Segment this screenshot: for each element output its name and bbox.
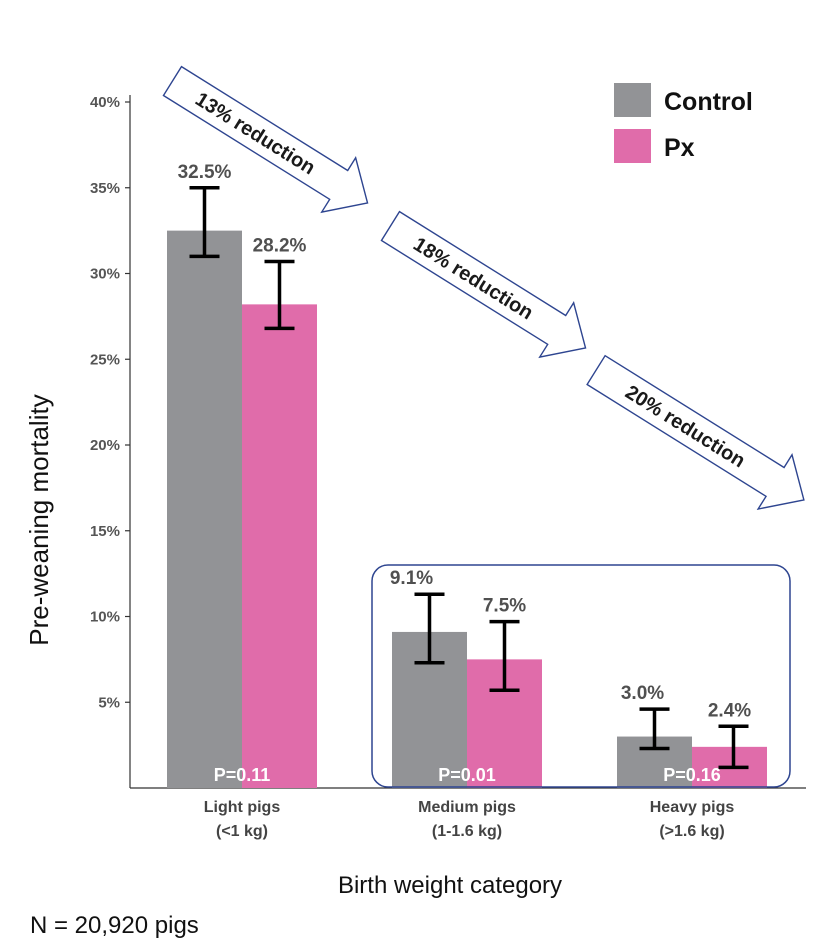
y-tick-label: 10% (90, 609, 120, 626)
x-tick-label: Medium pigs (418, 799, 516, 816)
arrow-shape (586, 354, 805, 511)
p-value-label: P=0.16 (663, 765, 721, 785)
arrow-shape (380, 210, 587, 359)
legend-label: Px (664, 134, 695, 162)
legend-swatch (614, 129, 651, 163)
p-value-label: P=0.01 (438, 765, 496, 785)
x-axis-label: Birth weight category (338, 872, 562, 899)
y-tick-label: 25% (90, 351, 120, 368)
data-label: 3.0% (621, 683, 664, 704)
y-tick-label: 20% (90, 437, 120, 454)
y-tick-label: 40% (90, 94, 120, 111)
axes: 5% 10% 15% 20% 25% 30% 35% 40% Light pigs (<1 kg)… (90, 94, 806, 840)
sample-size-note: N = 20,920 pigs (30, 912, 199, 938)
reduction-label: 20% reduction (621, 381, 749, 472)
data-label: 7.5% (483, 596, 526, 617)
bars: 32.5% 28.2% P=0.11 9.1% 7.5% P=0.01 3.0% 2.4% P=… (167, 162, 767, 788)
y-tick-label: 35% (90, 180, 120, 197)
reduction-arrow: 13% reduction (162, 65, 369, 214)
bar (167, 230, 242, 788)
reduction-arrow: 18% reduction (380, 210, 587, 359)
data-label: 28.2% (253, 235, 307, 256)
y-tick-label: 30% (90, 266, 120, 283)
y-axis-label: Pre-weaning mortality (24, 394, 54, 645)
x-tick-label-sub: (<1 kg) (216, 823, 268, 840)
legend-swatch (614, 83, 651, 117)
legend: Control Px (614, 83, 753, 163)
y-tick-label: 15% (90, 523, 120, 540)
y-tick-label: 5% (98, 694, 120, 711)
reduction-label: 18% reduction (409, 233, 537, 324)
data-label: 2.4% (708, 700, 751, 721)
x-tick-label: Heavy pigs (650, 799, 735, 816)
arrow-shape (162, 65, 369, 214)
reduction-arrow: 20% reduction (586, 354, 805, 511)
highlight-box (371, 564, 791, 788)
legend-label: Control (664, 88, 753, 116)
bar (242, 304, 317, 788)
data-label: 9.1% (390, 568, 433, 589)
p-value-label: P=0.11 (214, 765, 271, 785)
x-tick-label-sub: (1-1.6 kg) (432, 823, 502, 840)
data-label: 32.5% (178, 162, 232, 183)
x-tick-label: Light pigs (204, 799, 281, 816)
x-tick-label-sub: (>1.6 kg) (659, 823, 724, 840)
